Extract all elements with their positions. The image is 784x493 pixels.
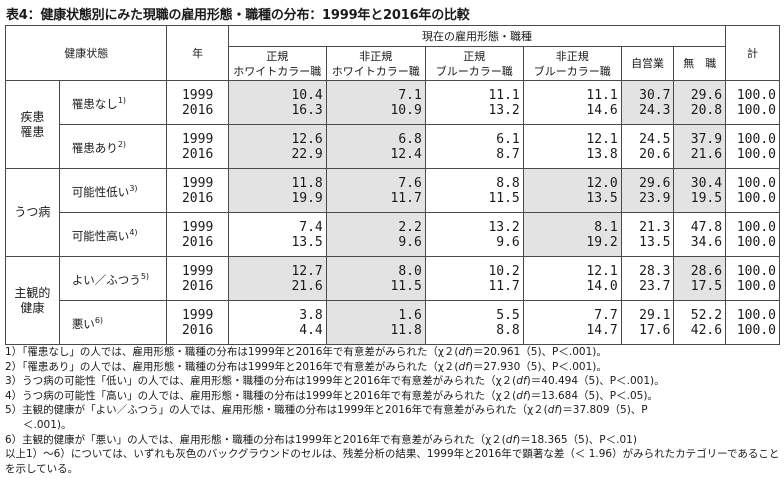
row-label: 罹患あり2) bbox=[58, 124, 168, 169]
value-cell: 29.1 17.6 bbox=[620, 300, 675, 345]
value-cell: 3.8 4.4 bbox=[227, 300, 327, 345]
value-cell: 21.3 13.5 bbox=[620, 212, 675, 257]
footnote-6: 6）主観的健康が「悪い」の人では、雇用形態・職種の分布は1999年と2016年で… bbox=[5, 433, 637, 446]
table-row: 可能性高い4) 1999 2016 7.4 13.5 2.2 9.6 13.2 9.6 8.1 19… bbox=[6, 212, 780, 257]
value-cell: 100.0 100.0 bbox=[725, 124, 780, 169]
footnote-3: 3）うつ病の可能性「低い」の人では、雇用形態・職種の分布は1999年と2016年… bbox=[5, 375, 665, 388]
value-cell: 6.8 12.4 bbox=[325, 124, 426, 169]
value-cell: 8.8 11.5 bbox=[424, 168, 524, 213]
header-col-3: 非正規 ブルーカラー職 bbox=[522, 46, 622, 81]
value-cell: 100.0 100.0 bbox=[725, 300, 780, 345]
footnote-1: 1）「罹患なし」の人では、雇用形態・職種の分布は1999年と2016年で有意差が… bbox=[5, 346, 607, 358]
header-current-employment: 現在の雇用形態・職種 bbox=[227, 25, 727, 47]
table-row: うつ病 可能性低い3) 1999 2016 11.8 19.9 7.6 11.7 8.8 11.… bbox=[5, 168, 780, 257]
value-cell: 100.0 100.0 bbox=[725, 80, 780, 125]
header-columns-row: 正規 ホワイトカラー職 非正規 ホワイトカラー職 正規 ブルーカラー職 非正規 ブルーカラー職… bbox=[6, 46, 780, 81]
value-cell: 30.7 24.3 bbox=[620, 80, 675, 125]
value-cell: 7.1 10.9 bbox=[325, 80, 426, 125]
year-cell: 1999 2016 bbox=[166, 256, 229, 301]
year-cell: 1999 2016 bbox=[166, 300, 229, 345]
value-cell: 10.2 11.7 bbox=[424, 256, 524, 301]
footnotes: 1）「罹患なし」の人では、雇用形態・職種の分布は1999年と2016年で有意差が… bbox=[5, 345, 781, 476]
value-cell: 52.2 42.6 bbox=[673, 300, 727, 345]
table-title: 表4：健康状態別にみた現職の雇用形態・職種の分布：1999年と2016年の比較 bbox=[6, 8, 470, 23]
value-cell: 6.1 8.7 bbox=[424, 124, 524, 169]
value-cell: 100.0 100.0 bbox=[725, 212, 780, 257]
row-label: 可能性低い3) bbox=[58, 168, 168, 213]
value-cell: 29.6 23.9 bbox=[620, 168, 675, 213]
table-row: 疾患 罹患 罹患なし1) 1999 2016 10.4 16.3 7.1 10.9 11.1 13… bbox=[5, 80, 780, 169]
value-cell: 28.3 23.7 bbox=[620, 256, 675, 301]
header-total: 計 bbox=[725, 25, 780, 81]
header-col-2: 正規 ブルーカラー職 bbox=[424, 46, 524, 81]
value-cell: 11.1 14.6 bbox=[522, 80, 622, 125]
value-cell: 12.1 14.0 bbox=[522, 256, 622, 301]
year-cell: 1999 2016 bbox=[166, 212, 229, 257]
group-depression: うつ病 bbox=[5, 168, 60, 257]
row-label: 可能性高い4) bbox=[58, 212, 168, 257]
value-cell: 5.5 8.8 bbox=[424, 300, 524, 345]
value-cell: 12.7 21.6 bbox=[227, 256, 327, 301]
distribution-table: 健康状態 年 現在の雇用形態・職種 計 正規 ホワイトカラー職 非正規 ホワイトカラー… bbox=[4, 25, 780, 345]
footnote-2: 2）「罹患あり」の人では、雇用形態・職種の分布は1999年と2016年で有意差が… bbox=[5, 360, 607, 373]
value-cell: 24.5 20.6 bbox=[620, 124, 675, 169]
value-cell: 11.1 13.2 bbox=[424, 80, 524, 125]
value-cell: 10.4 16.3 bbox=[227, 80, 327, 125]
table-row: 罹患あり2) 1999 2016 12.6 22.9 6.8 12.4 6.1 8.7 12.1 1… bbox=[6, 124, 780, 169]
value-cell: 29.6 20.8 bbox=[673, 80, 727, 125]
table-row: 悪い6) 1999 2016 3.8 4.4 1.6 11.8 5.5 8.8 7.7 14.7 29… bbox=[6, 300, 780, 345]
header-health-status: 健康状態 bbox=[4, 25, 168, 81]
year-cell: 1999 2016 bbox=[166, 168, 229, 213]
row-label: 悪い6) bbox=[58, 300, 168, 345]
value-cell: 30.4 19.5 bbox=[673, 168, 727, 213]
row-label: よい／ふつう5) bbox=[58, 256, 168, 301]
footnote-5-cont: ＜.001)。 bbox=[23, 418, 72, 431]
footnote-4: 4）うつ病の可能性「高い」の人では、雇用形態・職種の分布は1999年と2016年… bbox=[5, 389, 658, 402]
value-cell: 11.8 19.9 bbox=[227, 168, 327, 213]
value-cell: 28.6 17.5 bbox=[673, 256, 727, 301]
value-cell: 12.1 13.8 bbox=[522, 124, 622, 169]
row-label: 罹患なし1) bbox=[58, 80, 168, 125]
value-cell: 7.6 11.7 bbox=[325, 168, 426, 213]
header-year: 年 bbox=[166, 25, 229, 81]
value-cell: 7.7 14.7 bbox=[522, 300, 622, 345]
value-cell: 13.2 9.6 bbox=[424, 212, 524, 257]
header-col-5: 無 職 bbox=[673, 46, 727, 81]
value-cell: 8.0 11.5 bbox=[325, 256, 426, 301]
group-disease: 疾患 罹患 bbox=[5, 80, 60, 169]
footnote-5: 5）主観的健康が「よい／ふつう」の人では、雇用形態・職種の分布は1999年と20… bbox=[5, 404, 648, 417]
value-cell: 37.9 21.6 bbox=[673, 124, 727, 169]
table-row: 主観的 健康 よい／ふつう5) 1999 2016 12.7 21.6 8.0 11.5 10.… bbox=[5, 256, 780, 345]
footnote-summary: 以上1）～6）については、いずれも灰色のバックグラウンドのセルは、残差分析の結果… bbox=[5, 448, 780, 475]
value-cell: 8.1 19.2 bbox=[522, 212, 622, 257]
value-cell: 100.0 100.0 bbox=[725, 256, 780, 301]
year-cell: 1999 2016 bbox=[166, 80, 229, 125]
value-cell: 12.0 13.5 bbox=[522, 168, 622, 213]
header-col-1: 非正規 ホワイトカラー職 bbox=[325, 46, 426, 81]
value-cell: 100.0 100.0 bbox=[725, 168, 780, 213]
year-cell: 1999 2016 bbox=[166, 124, 229, 169]
header-col-0: 正規 ホワイトカラー職 bbox=[227, 46, 327, 81]
header-col-4: 自営業 bbox=[620, 46, 675, 81]
group-subjective-health: 主観的 健康 bbox=[5, 256, 60, 345]
value-cell: 12.6 22.9 bbox=[227, 124, 327, 169]
value-cell: 47.8 34.6 bbox=[673, 212, 727, 257]
value-cell: 1.6 11.8 bbox=[325, 300, 426, 345]
value-cell: 7.4 13.5 bbox=[227, 212, 327, 257]
value-cell: 2.2 9.6 bbox=[325, 212, 426, 257]
